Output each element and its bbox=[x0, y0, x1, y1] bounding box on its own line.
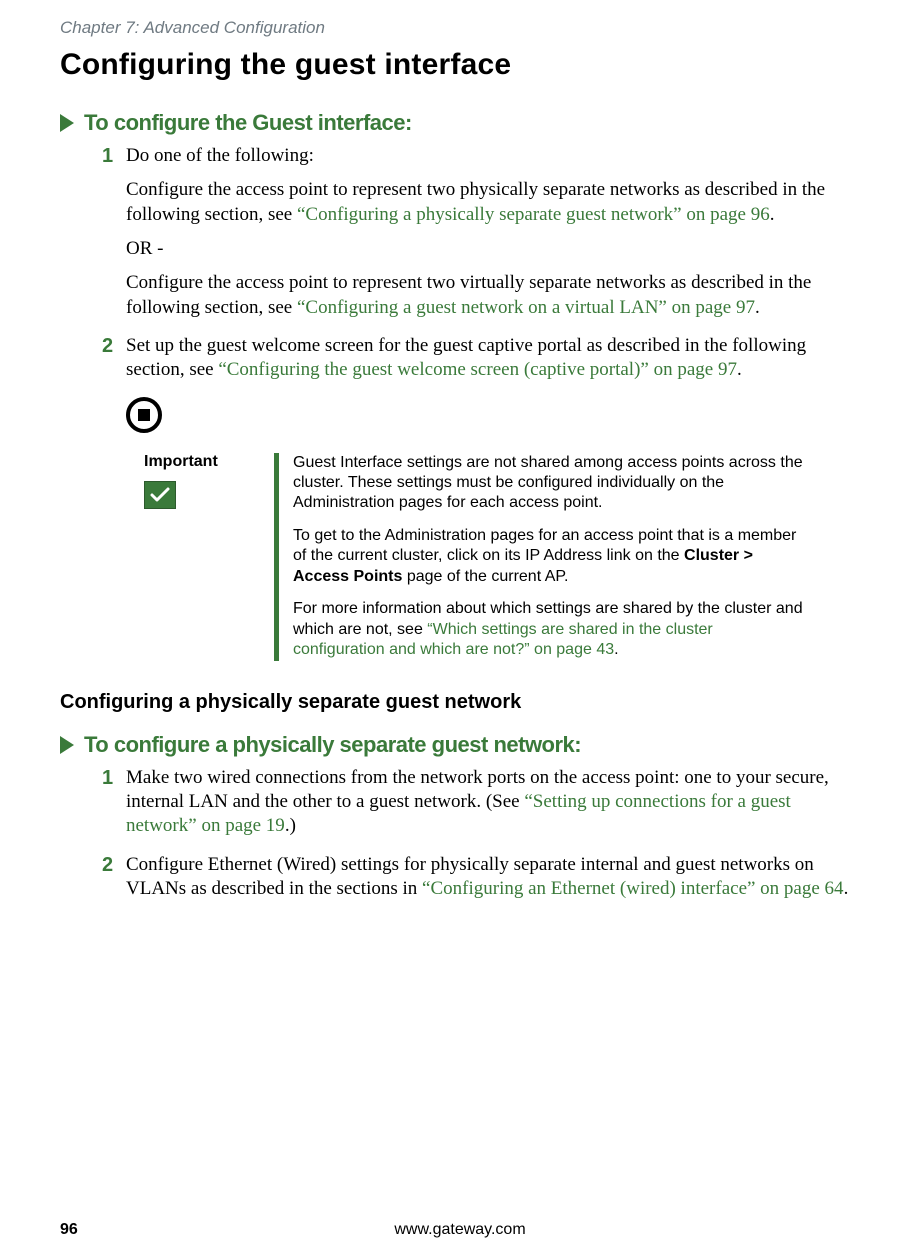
text: . bbox=[755, 297, 760, 318]
text: page of the current AP. bbox=[402, 568, 568, 585]
procedure-header: To configure the Guest interface: bbox=[60, 110, 860, 136]
play-icon bbox=[60, 114, 74, 132]
step-number: 2 bbox=[102, 334, 113, 360]
procedure-steps: 1 Do one of the following: Configure the… bbox=[60, 144, 860, 383]
text: . bbox=[770, 204, 775, 225]
procedure-heading: To configure a physically separate guest… bbox=[84, 732, 581, 758]
running-header: Chapter 7: Advanced Configuration bbox=[60, 18, 860, 38]
cross-reference-link[interactable]: “Configuring a guest network on a virtua… bbox=[297, 297, 755, 318]
footer-url: www.gateway.com bbox=[60, 1221, 860, 1239]
text: .) bbox=[285, 815, 296, 836]
page: Chapter 7: Advanced Configuration Config… bbox=[0, 0, 912, 1259]
step-number: 2 bbox=[102, 853, 113, 879]
page-footer: 96 www.gateway.com bbox=[0, 1221, 912, 1239]
step-number: 1 bbox=[102, 144, 113, 170]
cross-reference-link[interactable]: “Configuring a physically separate guest… bbox=[297, 204, 770, 225]
checkmark-icon bbox=[144, 481, 176, 509]
step-2: 2 Configure Ethernet (Wired) settings fo… bbox=[102, 853, 860, 902]
procedure-header: To configure a physically separate guest… bbox=[60, 732, 860, 758]
note-divider bbox=[274, 453, 279, 661]
text: . bbox=[614, 641, 618, 658]
end-of-procedure bbox=[60, 397, 860, 433]
page-title: Configuring the guest interface bbox=[60, 48, 860, 82]
note-paragraph: To get to the Administration pages for a… bbox=[293, 526, 804, 587]
procedure-heading: To configure the Guest interface: bbox=[84, 110, 412, 136]
important-note: Important Guest Interface settings are n… bbox=[144, 453, 804, 661]
step-number: 1 bbox=[102, 766, 113, 792]
page-number: 96 bbox=[60, 1221, 78, 1239]
step-2: 2 Set up the guest welcome screen for th… bbox=[102, 334, 860, 383]
note-paragraph: Guest Interface settings are not shared … bbox=[293, 453, 804, 514]
note-label-column: Important bbox=[144, 453, 274, 509]
step-paragraph: Configure the access point to represent … bbox=[126, 271, 860, 320]
cross-reference-link[interactable]: “Configuring an Ethernet (wired) interfa… bbox=[422, 878, 844, 899]
step-lead: Do one of the following: bbox=[126, 145, 314, 166]
note-paragraph: For more information about which setting… bbox=[293, 599, 804, 660]
text: . bbox=[737, 359, 742, 380]
stop-icon bbox=[126, 397, 162, 433]
step-paragraph: Configure the access point to represent … bbox=[126, 178, 860, 227]
step-1: 1 Do one of the following: Configure the… bbox=[102, 144, 860, 320]
note-body: Guest Interface settings are not shared … bbox=[293, 453, 804, 661]
procedure-steps: 1 Make two wired connections from the ne… bbox=[60, 766, 860, 902]
step-1: 1 Make two wired connections from the ne… bbox=[102, 766, 860, 839]
text: . bbox=[844, 878, 849, 899]
note-label: Important bbox=[144, 453, 274, 471]
cross-reference-link[interactable]: “Configuring the guest welcome screen (c… bbox=[218, 359, 737, 380]
subheading: Configuring a physically separate guest … bbox=[60, 691, 860, 714]
step-or: OR - bbox=[126, 237, 860, 261]
play-icon bbox=[60, 736, 74, 754]
